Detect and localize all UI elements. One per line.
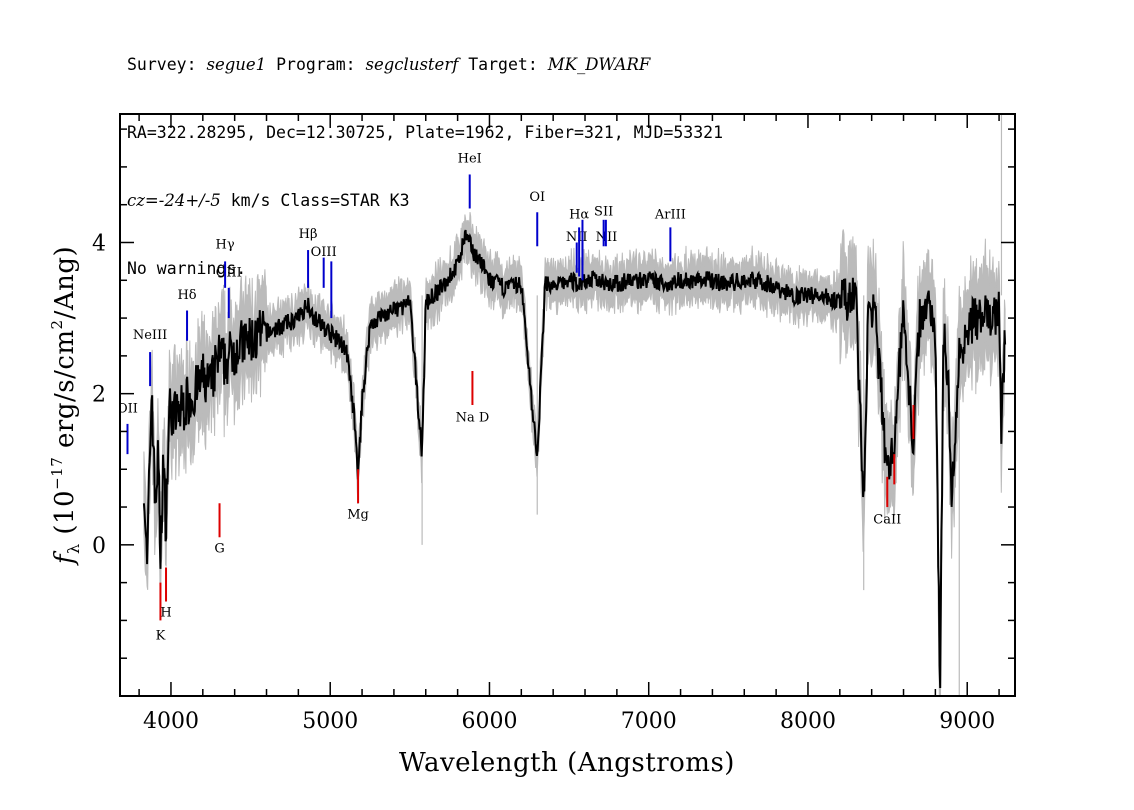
plot-frame [119, 113, 1016, 697]
cz-unit-class: km/s Class=STAR K3 [220, 190, 410, 210]
emission-line-label: Hγ [216, 238, 235, 253]
x-axis-title: Wavelength (Angstroms) [399, 748, 735, 778]
plot-area: OIINeIIIHδOIIIHγHβOIIIHeIOINIIHαNIISIIAr… [117, 114, 1007, 696]
x-tick-label: 9000 [939, 709, 995, 734]
x-tick-label: 6000 [461, 709, 517, 734]
cz-label: cz= [127, 190, 159, 210]
emission-line-label: OI [529, 190, 545, 205]
emission-line-label: OIII [216, 266, 242, 281]
axes: 4000 5000 6000 7000 8000 9000 0 2 4 [92, 114, 1015, 734]
survey-value: segue1 [206, 55, 267, 75]
program-label: Program: [266, 55, 366, 75]
header-line-redshift: cz=-24+/-5 km/s Class=STAR K3 [127, 190, 723, 213]
cz-value: -24+/-5 [158, 190, 221, 210]
y-tick-label: 0 [92, 534, 106, 559]
survey-label: Survey: [127, 55, 207, 75]
x-tick-label: 4000 [143, 709, 199, 734]
y-tick-label: 4 [92, 231, 106, 256]
header-line-coordinates: RA=322.28295, Dec=12.30725, Plate=1962, … [127, 122, 724, 142]
x-tick-label: 7000 [621, 709, 677, 734]
y-tick-label: 2 [92, 383, 106, 408]
emission-line-label: Hα [569, 207, 589, 222]
error-band [143, 212, 1006, 696]
emission-line-label: SII [594, 204, 613, 219]
spectrum-header: Survey: segue1 Program: segclusterf Targ… [127, 9, 723, 303]
emission-line-label: NII [566, 230, 588, 245]
flux-series [142, 229, 1007, 689]
absorption-line-label: Mg [347, 507, 369, 522]
emission-line-label: OII [117, 402, 138, 417]
x-tick-label: 8000 [780, 709, 836, 734]
header-line-survey: Survey: segue1 Program: segclusterf Targ… [127, 54, 723, 77]
absorption-line-label: Na D [456, 411, 490, 426]
absorption-line-label: G [214, 541, 224, 556]
emission-line-label: NeIII [133, 328, 167, 343]
header-line-warnings: No warnings. [127, 258, 247, 278]
program-value: segclusterf [365, 55, 459, 75]
y-axis-title: fλ (10−17 erg/s/cm2/Ang) [48, 246, 83, 566]
absorption-line-label: K [156, 628, 166, 643]
emission-line-label: HeI [458, 151, 482, 166]
absorption-line-label: CaII [873, 513, 901, 528]
target-value: MK_DWARF [547, 55, 651, 75]
emission-line-label: OIII [311, 245, 337, 260]
emission-line-label: Hβ [299, 227, 318, 242]
x-tick-label: 5000 [302, 709, 358, 734]
emission-line-label: Hδ [177, 288, 196, 303]
emission-line-label: ArIII [654, 207, 686, 222]
absorption-line-label: H [160, 606, 171, 621]
target-label: Target: [458, 55, 548, 75]
